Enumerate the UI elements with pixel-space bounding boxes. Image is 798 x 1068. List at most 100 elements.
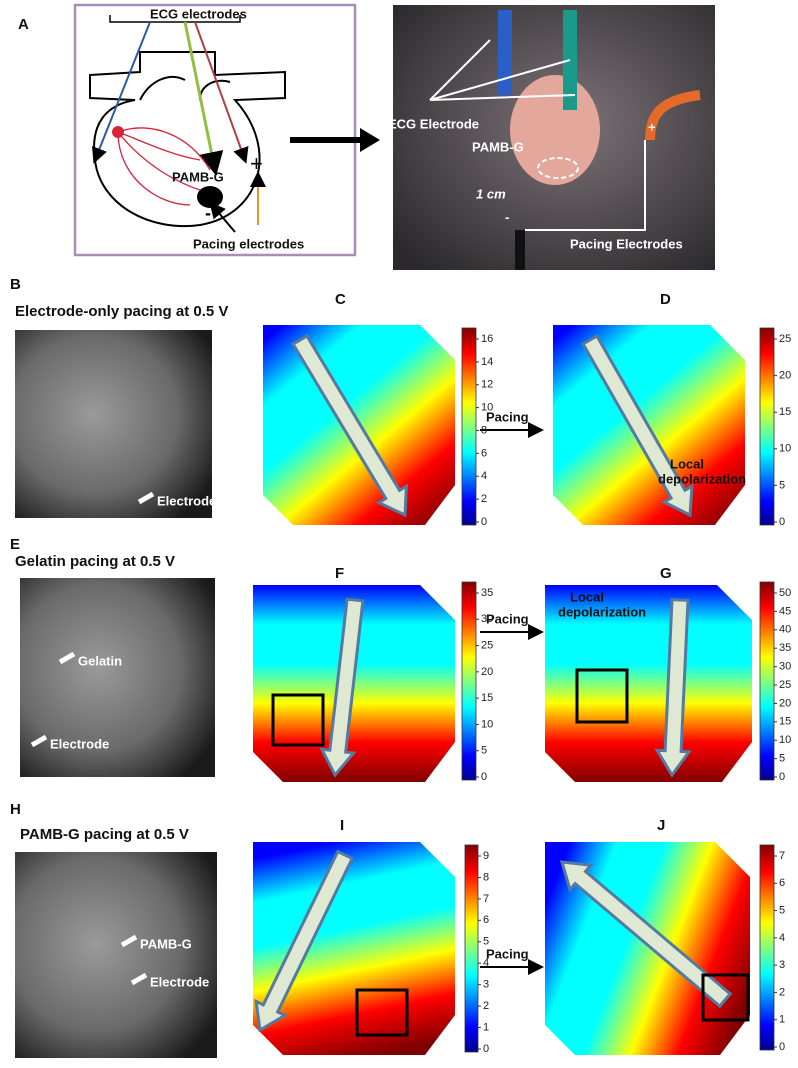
- colorbar-tick-label: 45: [779, 605, 791, 617]
- colorbar-tick-label: 7: [483, 893, 489, 905]
- annotation: depolarization: [658, 471, 746, 486]
- colorbar-tick-label: 7: [779, 850, 785, 862]
- colorbar-tick-label: 6: [483, 914, 489, 926]
- colorbar-tick-label: 25: [481, 639, 493, 651]
- colorbar-tick-label: 30: [779, 661, 791, 673]
- colorbar-tick-label: 25: [779, 333, 791, 345]
- pacing-label: Pacing: [486, 946, 529, 961]
- colorbar: [759, 581, 775, 781]
- photo-label: ECG Electrode: [388, 116, 479, 131]
- fluorescence-image: [15, 852, 217, 1058]
- colorbar-tick-label: 15: [779, 716, 791, 728]
- panel-label: D: [660, 291, 671, 308]
- colorbar-tick-label: 1: [483, 1021, 489, 1033]
- colorbar: [464, 844, 479, 1053]
- highlight-box: [575, 668, 629, 724]
- image-label: Electrode: [157, 493, 216, 508]
- panel-label: H: [10, 801, 21, 818]
- colorbar-tick-label: 20: [779, 370, 791, 382]
- colorbar-tick-label: 16: [481, 333, 493, 345]
- colorbar-tick-label: 6: [779, 877, 785, 889]
- colorbar-tick-label: 3: [779, 959, 785, 971]
- panel-label: C: [335, 291, 346, 308]
- colorbar-tick-label: 25: [779, 679, 791, 691]
- panel-label: A: [18, 16, 29, 33]
- fluorescence-image: [15, 330, 212, 518]
- propagation-arrow: [291, 333, 409, 518]
- highlight-box: [271, 693, 325, 747]
- panel-title: Gelatin pacing at 0.5 V: [15, 553, 175, 570]
- colorbar-tick-label: 35: [779, 642, 791, 654]
- pacing-label: Pacing: [486, 611, 529, 626]
- colorbar-tick-label: 5: [483, 936, 489, 948]
- colorbar-tick-label: 10: [779, 734, 791, 746]
- photo-sign: +: [648, 119, 656, 134]
- colorbar-tick-label: 5: [779, 479, 785, 491]
- colorbar-tick-label: 12: [481, 379, 493, 391]
- colorbar-tick-label: 35: [481, 587, 493, 599]
- colorbar-tick-label: 40: [779, 624, 791, 636]
- pamb-g-patch: [197, 186, 223, 208]
- colorbar-tick-label: 5: [481, 745, 487, 757]
- photo-label: 1 cm: [476, 186, 506, 201]
- colorbar-tick-label: 0: [483, 1043, 489, 1055]
- activation-map: [253, 842, 455, 1055]
- panel-title: PAMB-G pacing at 0.5 V: [20, 826, 189, 843]
- panel-title: Electrode-only pacing at 0.5 V: [15, 303, 228, 320]
- image-label: Electrode: [150, 974, 209, 989]
- pacemaker-site: [112, 126, 124, 138]
- photo-sign: -: [505, 209, 509, 224]
- panel-label: J: [657, 817, 665, 834]
- transition-arrow-head: [360, 128, 380, 152]
- colorbar-tick-label: 10: [481, 402, 493, 414]
- annotation: Local: [670, 456, 704, 471]
- colorbar-tick-label: 15: [481, 692, 493, 704]
- photo-label: PAMB-G: [472, 139, 524, 154]
- pointer-arrow: [58, 651, 76, 665]
- panel-label: G: [660, 565, 672, 582]
- photo-label: Pacing Electrodes: [570, 236, 683, 251]
- propagation-arrow: [559, 860, 733, 1009]
- colorbar-tick-label: 8: [481, 424, 487, 436]
- photo-objects: [429, 10, 701, 270]
- colorbar-tick-label: 2: [481, 493, 487, 505]
- colorbar-tick-label: 0: [779, 516, 785, 528]
- colorbar-tick-label: 4: [483, 957, 489, 969]
- pointer-arrow: [137, 491, 155, 505]
- pointer-arrow: [120, 934, 138, 948]
- image-label: Gelatin: [78, 653, 122, 668]
- colorbar-tick-label: 1: [779, 1014, 785, 1026]
- pointer-arrow: [30, 734, 48, 748]
- colorbar-tick-label: 10: [779, 443, 791, 455]
- colorbar-tick-label: 14: [481, 356, 493, 368]
- colorbar-tick-label: 9: [483, 850, 489, 862]
- colorbar-tick-label: 0: [481, 516, 487, 528]
- propagation-arrow: [581, 333, 694, 518]
- annotation: Local: [570, 589, 604, 604]
- colorbar-tick-label: 4: [779, 932, 785, 944]
- highlight-box: [701, 973, 750, 1022]
- colorbar-tick-label: 4: [481, 470, 487, 482]
- colorbar-tick-label: 5: [779, 904, 785, 916]
- colorbar: [461, 581, 477, 781]
- colorbar: [461, 327, 477, 526]
- colorbar-tick-label: 50: [779, 587, 791, 599]
- colorbar-tick-label: 5: [779, 753, 785, 765]
- colorbar-tick-label: 2: [483, 1000, 489, 1012]
- colorbar: [759, 844, 775, 1051]
- panel-label: E: [10, 536, 20, 553]
- panel-label: B: [10, 276, 21, 293]
- schematic-label: ECG electrodes: [150, 6, 247, 21]
- colorbar-tick-label: 6: [481, 447, 487, 459]
- schematic-sign: +: [250, 151, 263, 176]
- colorbar-tick-label: 20: [779, 697, 791, 709]
- colorbar-tick-label: 10: [481, 718, 493, 730]
- panel-label: F: [335, 565, 344, 582]
- colorbar-tick-label: 0: [481, 771, 487, 783]
- colorbar: [759, 327, 775, 526]
- colorbar-tick-label: 8: [483, 871, 489, 883]
- colorbar-tick-label: 15: [779, 406, 791, 418]
- propagation-arrow: [254, 849, 355, 1033]
- panel-label: I: [340, 817, 344, 834]
